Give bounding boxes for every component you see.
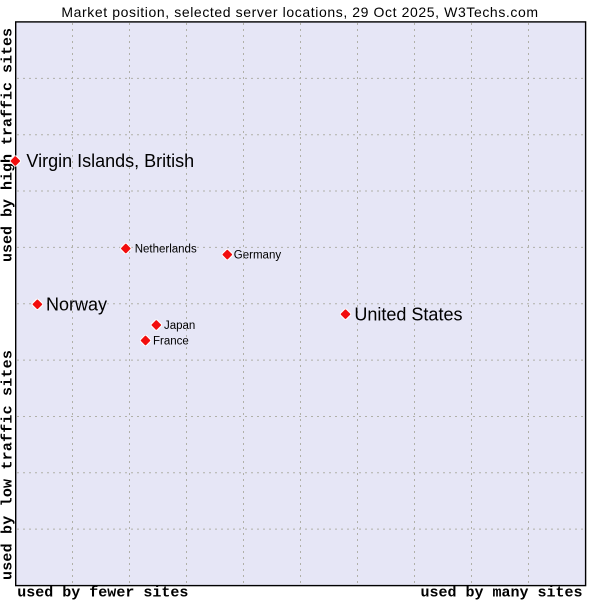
svg-text:Germany: Germany	[234, 250, 282, 262]
svg-text:Japan: Japan	[164, 320, 195, 332]
svg-text:used by many sites: used by many sites	[420, 585, 582, 600]
svg-text:France: France	[153, 336, 189, 348]
svg-text:used by high traffic sites: used by high traffic sites	[0, 28, 17, 262]
svg-text:United States: United States	[354, 305, 462, 325]
svg-text:Norway: Norway	[46, 294, 107, 314]
svg-text:Netherlands: Netherlands	[135, 244, 197, 256]
svg-text:used by low traffic sites: used by low traffic sites	[0, 350, 17, 580]
svg-text:Market position, selected serv: Market position, selected server locatio…	[61, 4, 538, 20]
svg-text:used by fewer sites: used by fewer sites	[17, 585, 188, 600]
svg-text:Virgin Islands, British: Virgin Islands, British	[26, 151, 194, 171]
